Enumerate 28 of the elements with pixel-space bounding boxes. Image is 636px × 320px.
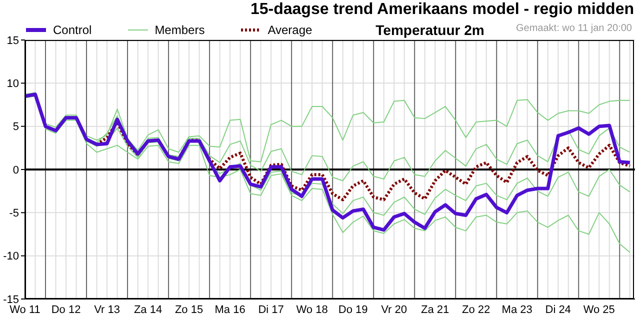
y-tick-label: 0: [12, 164, 19, 176]
text: Gemaakt: wo 11 jan 20:00: [516, 23, 632, 34]
y-tick-label: 5: [12, 121, 19, 134]
x-tick-label: Vr 20: [381, 304, 408, 316]
y-tick-label: -15: [3, 294, 19, 306]
x-tick-label: Di 17: [258, 304, 284, 316]
x-tick-label: Zo 22: [462, 304, 490, 316]
x-tick-label: Za 14: [134, 304, 162, 316]
x-tick-label: Wo 11: [10, 304, 40, 316]
x-tick-label: Di 24: [545, 304, 571, 316]
legend-label: Members: [154, 23, 205, 37]
x-tick-label: Ma 23: [502, 304, 532, 316]
x-tick-label: Wo 25: [583, 304, 615, 316]
y-tick-label: -10: [3, 250, 19, 263]
x-tick-label: Ma 16: [214, 304, 246, 316]
chart-subtitle: Temperatuur 2m: [376, 22, 484, 38]
legend-label: Control: [53, 23, 92, 37]
x-tick-label: Zo 15: [174, 304, 204, 316]
chart-title: 15-daagse trend Amerikaans model - regio midden: [250, 1, 634, 19]
y-tick-label: 15: [6, 34, 19, 47]
x-tick-label: Do 19: [338, 304, 368, 316]
x-tick-label: Vr 13: [94, 304, 120, 316]
x-tick-label: Wo 18: [296, 304, 328, 316]
y-tick-label: 10: [6, 78, 19, 90]
legend-label: Average: [268, 23, 312, 37]
x-tick-label: Do 12: [51, 304, 81, 316]
y-tick-label: -5: [9, 208, 19, 220]
x-tick-label: Za 21: [421, 304, 450, 316]
